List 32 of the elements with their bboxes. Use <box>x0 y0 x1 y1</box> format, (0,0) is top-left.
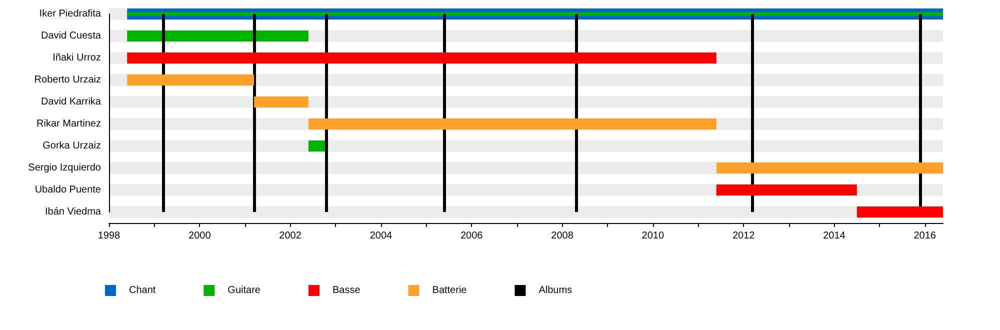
y-tick-label: David Cuesta <box>40 30 102 42</box>
y-tick-label: Gorka Urzaiz <box>42 140 101 152</box>
legend-label: Guitare <box>228 285 261 296</box>
y-tick-label: Iñaki Urroz <box>52 52 101 64</box>
y-tick-label: Iker Piedrafita <box>39 8 102 20</box>
bar <box>127 74 254 86</box>
bar <box>856 206 943 218</box>
y-tick-label: Roberto Urzaiz <box>34 74 101 86</box>
legend-label: Basse <box>332 285 361 296</box>
x-tick-label: 2014 <box>823 230 846 242</box>
x-tick-label: 2012 <box>732 230 756 242</box>
legend-label: Albums <box>538 285 572 296</box>
x-tick-label: 2004 <box>370 230 393 242</box>
legend-label: Chant <box>129 285 156 296</box>
y-tick-label: Sergio Izquierdo <box>28 162 102 174</box>
y-tick-label: Ibán Viedma <box>45 206 102 218</box>
x-tick-label: 2008 <box>551 230 574 242</box>
x-tick-label: 2002 <box>279 230 302 242</box>
y-tick-label: Ubaldo Puente <box>34 184 102 196</box>
bar <box>308 140 327 152</box>
x-tick-label: 2000 <box>188 230 212 242</box>
x-tick-label: 2006 <box>460 230 484 242</box>
y-tick-label: David Karrika <box>40 96 102 108</box>
x-tick-label: 2010 <box>642 230 664 242</box>
bar <box>127 30 308 42</box>
bar <box>716 184 857 196</box>
legend-label: Batterie <box>432 285 468 296</box>
y-tick-label: Rikar Martinez <box>36 118 101 130</box>
x-tick-label: 2016 <box>914 230 936 242</box>
bar <box>716 162 943 174</box>
x-tick-label: 1998 <box>98 230 121 242</box>
bar <box>254 96 308 108</box>
